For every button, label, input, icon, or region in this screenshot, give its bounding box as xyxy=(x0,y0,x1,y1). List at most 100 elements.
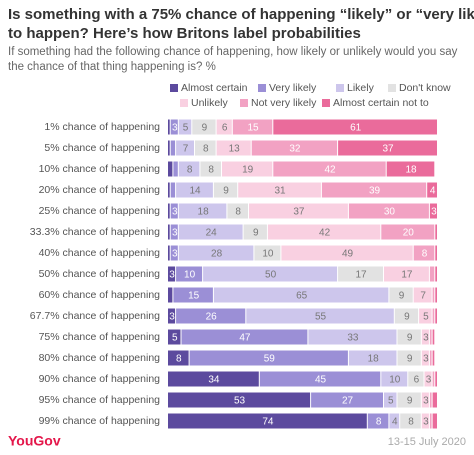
y-tick-label: 5% chance of happening xyxy=(44,142,160,154)
legend-label: Very likely xyxy=(269,82,317,94)
bar-segment xyxy=(246,308,394,324)
y-tick-label: 60% chance of happening xyxy=(39,289,161,301)
y-tick-label: 40% chance of happening xyxy=(39,247,161,259)
data-label: 30 xyxy=(384,207,396,218)
bar-segment xyxy=(424,371,432,387)
data-label: 27 xyxy=(342,396,354,407)
bar-segment xyxy=(432,350,435,366)
bar-segment xyxy=(389,287,413,303)
bar-segment xyxy=(227,203,248,219)
data-label: 8 xyxy=(187,165,193,176)
bar-segment xyxy=(176,308,246,324)
data-label: 9 xyxy=(404,312,410,323)
bar-segment xyxy=(432,413,437,429)
data-label: 3 xyxy=(169,312,175,323)
bar-segment xyxy=(168,371,259,387)
bar-segment xyxy=(400,413,421,429)
data-label: 3 xyxy=(431,207,437,218)
bar-segment xyxy=(168,119,170,135)
data-label: 15 xyxy=(188,291,200,302)
data-label: 28 xyxy=(211,249,223,260)
data-label: 9 xyxy=(407,354,413,365)
bar-segment xyxy=(178,203,227,219)
bar-segment xyxy=(170,140,176,156)
legend-label: Almost certain not to xyxy=(333,97,429,109)
data-label: 6 xyxy=(414,375,420,386)
legend-label: Likely xyxy=(347,82,375,94)
data-label: 14 xyxy=(189,186,201,197)
bar-segment xyxy=(381,224,435,240)
bar-segment xyxy=(168,182,170,198)
bar-segment xyxy=(170,203,178,219)
data-label: 5 xyxy=(183,123,189,134)
bar-segment xyxy=(419,308,432,324)
bar-segment xyxy=(386,161,435,177)
y-tick-label: 80% chance of happening xyxy=(39,352,161,364)
bar-segment xyxy=(203,266,338,282)
data-label: 65 xyxy=(296,291,308,302)
y-tick-label: 50% chance of happening xyxy=(39,268,161,280)
legend-swatch xyxy=(388,84,396,92)
bar-segment xyxy=(232,119,273,135)
y-tick-label: 20% chance of happening xyxy=(39,184,161,196)
data-label: 20 xyxy=(403,228,415,239)
y-tick-label: 25% chance of happening xyxy=(39,205,161,217)
bar-segment xyxy=(429,350,432,366)
bar-segment xyxy=(200,161,221,177)
bar-segment xyxy=(413,287,432,303)
bar-segment xyxy=(168,392,311,408)
chart-subtitle: the chance of that thing happening is? % xyxy=(8,61,216,73)
bar-segment xyxy=(181,329,308,345)
bar-segment xyxy=(348,350,397,366)
bar-segment xyxy=(384,266,429,282)
bar-segment xyxy=(273,119,437,135)
data-label: 17 xyxy=(401,270,413,281)
bar-segment xyxy=(249,203,348,219)
bar-segment xyxy=(421,329,429,345)
data-label: 7 xyxy=(183,144,189,155)
bar-segment xyxy=(213,287,389,303)
bar-segment xyxy=(435,224,437,240)
bar-segment xyxy=(435,371,437,387)
data-label: 39 xyxy=(369,186,381,197)
bar-segment xyxy=(168,329,181,345)
data-label: 34 xyxy=(208,375,220,386)
data-label: 9 xyxy=(399,291,405,302)
data-label: 9 xyxy=(223,186,229,197)
data-label: 8 xyxy=(235,207,241,218)
data-label: 18 xyxy=(368,354,380,365)
bar-segment xyxy=(321,182,427,198)
legend-swatch xyxy=(180,99,188,107)
bar-segment xyxy=(170,245,178,261)
bar-segment xyxy=(311,392,383,408)
bar-segment xyxy=(267,224,381,240)
legend-label: Don't know xyxy=(399,82,451,94)
data-label: 59 xyxy=(264,354,276,365)
bar-segment xyxy=(168,140,170,156)
date: 13-15 July 2020 xyxy=(388,436,466,448)
data-label: 3 xyxy=(172,249,178,260)
data-label: 47 xyxy=(239,333,251,344)
bar-segment xyxy=(367,413,389,429)
data-label: 8 xyxy=(176,354,182,365)
y-tick-label: 75% chance of happening xyxy=(39,331,161,343)
bar-segment xyxy=(308,329,397,345)
bar-segment xyxy=(338,266,383,282)
data-label: 26 xyxy=(206,312,218,323)
chart-title: to happen? Here’s how Britons label prob… xyxy=(8,25,361,42)
bar-segment xyxy=(389,413,400,429)
bar-segment xyxy=(168,245,170,261)
data-label: 37 xyxy=(382,144,394,155)
legend-swatch xyxy=(240,99,248,107)
bar-segment xyxy=(397,329,421,345)
data-label: 4 xyxy=(392,417,398,428)
data-label: 5 xyxy=(423,312,429,323)
bar-segment xyxy=(173,161,178,177)
bar-segment xyxy=(429,203,437,219)
bar-segment xyxy=(397,392,421,408)
data-label: 49 xyxy=(342,249,354,260)
bar-segment xyxy=(429,392,432,408)
data-label: 32 xyxy=(289,144,301,155)
bar-segment xyxy=(281,245,413,261)
bar-segment xyxy=(178,161,200,177)
